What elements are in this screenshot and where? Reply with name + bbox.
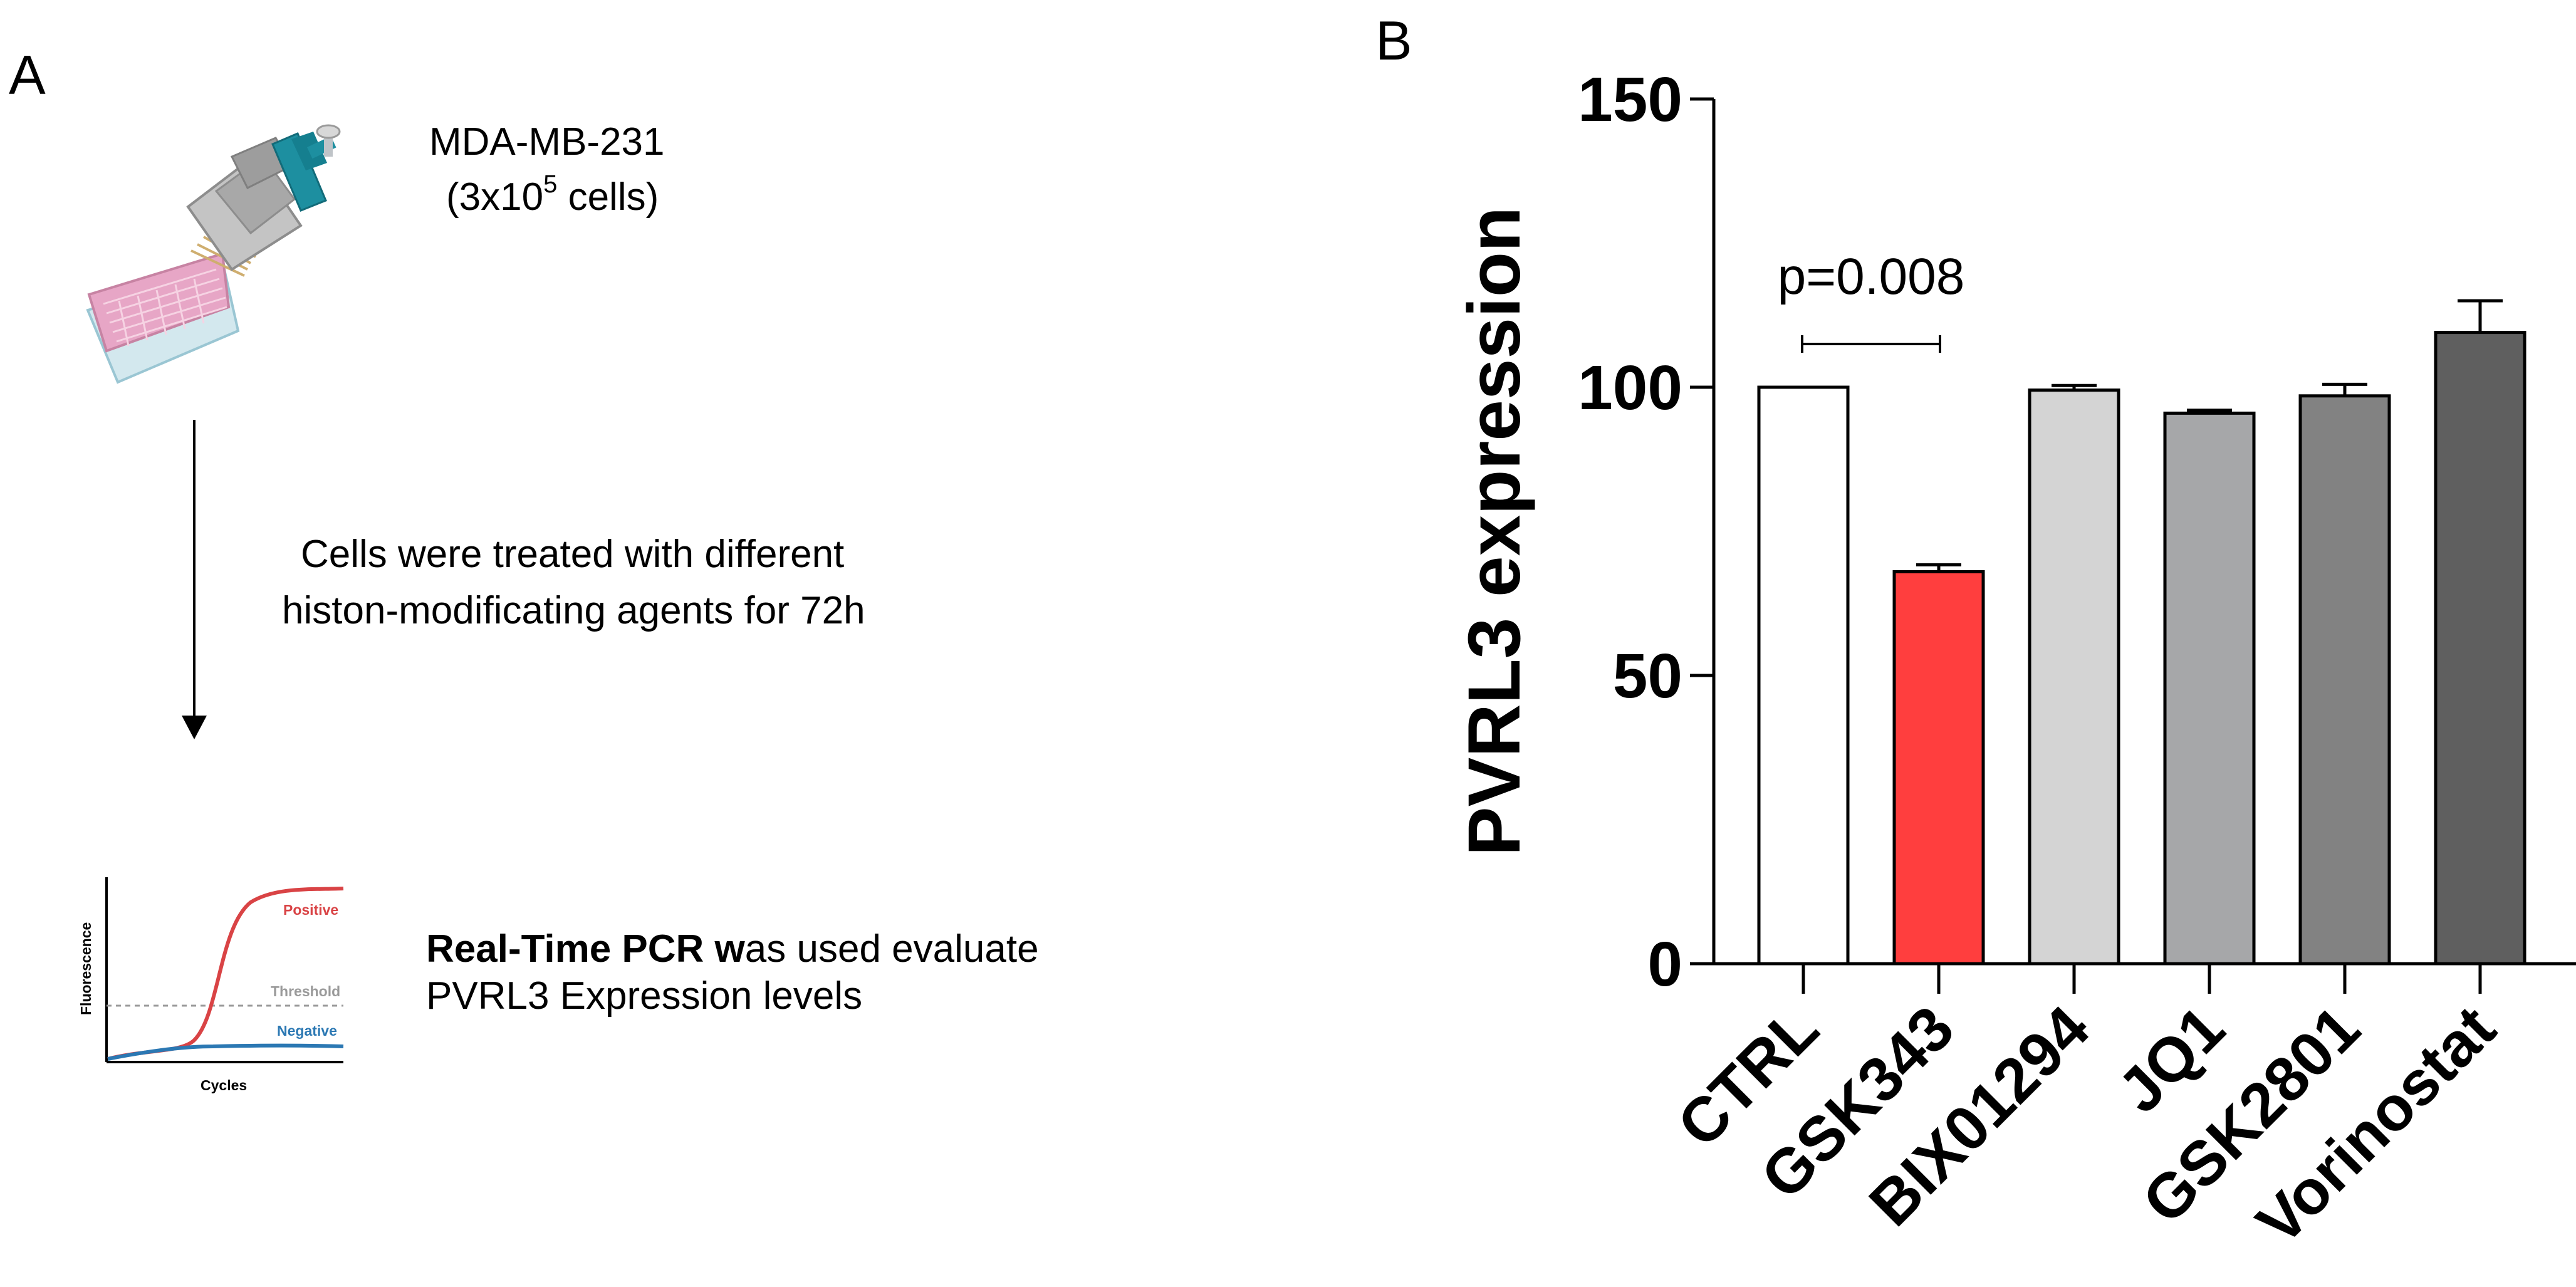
- bar-ctrl: [1757, 385, 1850, 966]
- panel-b-label: B: [1375, 9, 1412, 71]
- panel-a: A MDA-MB-231 (3x105 cells: [9, 44, 1039, 1093]
- multichannel-pipette-icon: [186, 124, 341, 277]
- cell-line-label: MDA-MB-231: [429, 120, 665, 164]
- y-tick-label: 50: [1613, 641, 1682, 711]
- significance-p-value: p=0.008: [1778, 248, 1965, 305]
- pcr-y-axis-label: Fluorescence: [78, 922, 94, 1015]
- pcr-description-rest: as used evaluate: [745, 927, 1039, 971]
- pcr-description-line-2: PVRL3 Expression levels: [426, 974, 862, 1018]
- panel-a-label: A: [9, 44, 46, 106]
- treatment-line-2: histon-modificating agents for 72h: [282, 589, 865, 632]
- pcr-description-bold: Real-Time PCR w: [426, 927, 746, 971]
- negative-curve: [107, 1043, 344, 1061]
- pcr-description-line-1: Real-Time PCR was used evaluate: [426, 927, 1039, 971]
- y-tick-label: 100: [1578, 353, 1682, 423]
- cell-count-open: (3x10: [446, 175, 543, 219]
- pcr-amplification-plot: Positive Threshold Negative Fluorescence…: [78, 877, 344, 1093]
- negative-label: Negative: [277, 1023, 337, 1039]
- pcr-x-axis-label: Cycles: [201, 1077, 247, 1093]
- cell-count-label: (3x105 cells): [446, 170, 659, 219]
- bar-bix01294: [2028, 388, 2120, 966]
- cell-count-close: cells): [557, 175, 659, 219]
- bar-gsk343: [1892, 570, 1985, 966]
- well-plate-icon: [86, 252, 240, 384]
- treatment-line-1: Cells were treated with different: [301, 533, 844, 576]
- threshold-label: Threshold: [271, 983, 340, 999]
- down-arrow-icon: [182, 420, 207, 739]
- bar-jq1: [2163, 411, 2256, 966]
- cell-count-exponent: 5: [543, 170, 557, 198]
- y-tick-label: 150: [1578, 65, 1682, 135]
- positive-label: Positive: [283, 902, 338, 918]
- y-axis-label: PVRL3 expression: [1453, 207, 1536, 856]
- y-tick-label: 0: [1647, 929, 1682, 999]
- pipette-plate-illustration: [86, 124, 341, 384]
- bar-gsk2801: [2298, 394, 2391, 966]
- bar-vorinostat: [2434, 331, 2526, 966]
